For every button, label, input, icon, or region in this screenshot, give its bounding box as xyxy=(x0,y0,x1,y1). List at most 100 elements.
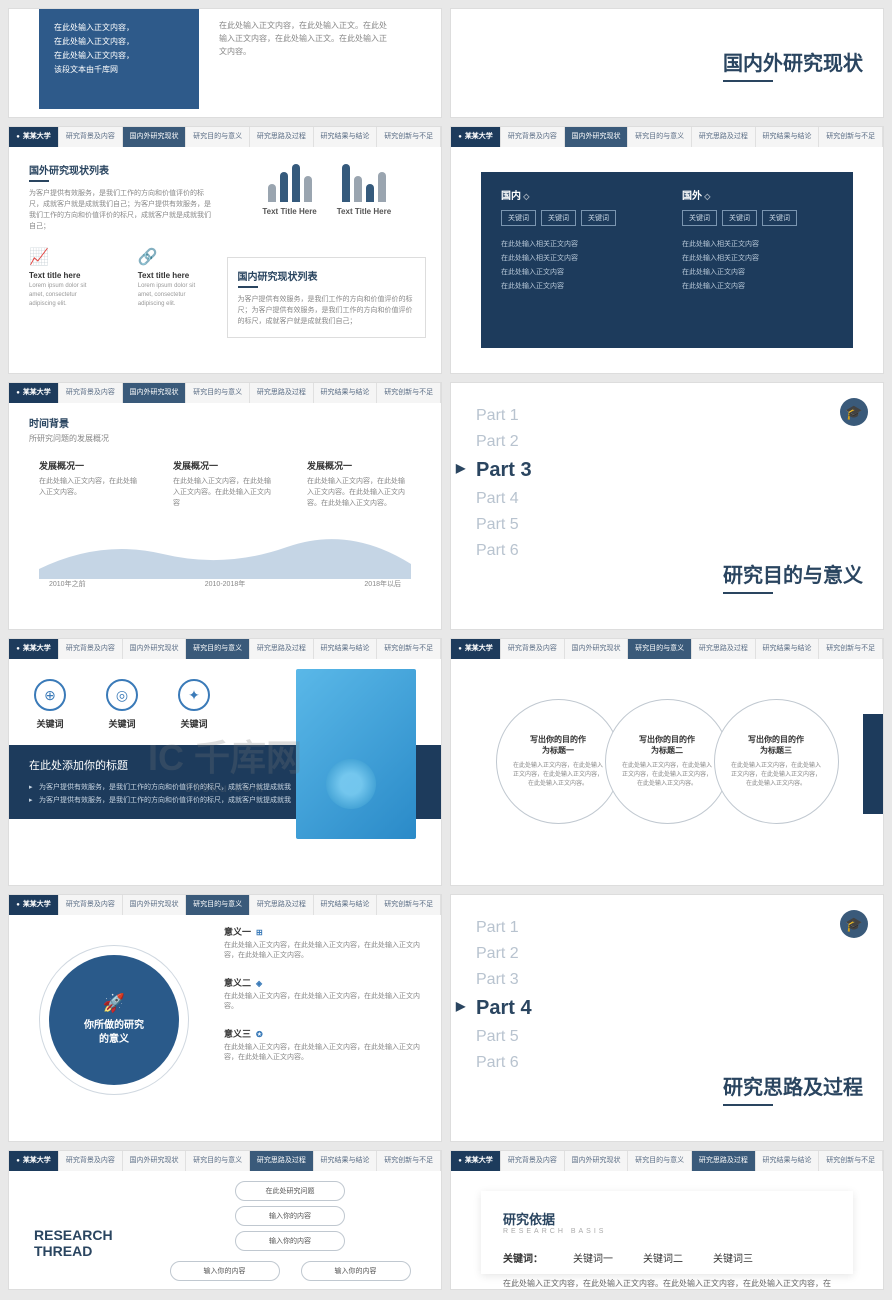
keyword-item: ✦关键词 xyxy=(178,679,210,730)
part-list: Part 1Part 2Part 3Part 4Part 5Part 6 xyxy=(476,915,532,1076)
tab-1[interactable]: 研究背景及内容 xyxy=(59,383,123,403)
tab-0[interactable]: 某某大学 xyxy=(9,895,59,915)
tab-1[interactable]: 研究背景及内容 xyxy=(501,639,565,659)
bar-charts: Text Title HereText Title Here xyxy=(233,162,422,232)
title: 研究依据 xyxy=(503,1209,831,1228)
part-item: Part 4 xyxy=(476,993,532,1024)
tab-5[interactable]: 研究结果与结论 xyxy=(314,383,378,403)
title: 国外研究现状列表 xyxy=(29,162,218,177)
tab-4[interactable]: 研究思路及过程 xyxy=(250,383,314,403)
tab-3[interactable]: 研究目的与意义 xyxy=(628,127,692,147)
tab-1[interactable]: 研究背景及内容 xyxy=(59,639,123,659)
slide-2-section-divider: Part 4 Part 5 Part 6 国内外研究现状 xyxy=(450,8,884,118)
part-list: Part 1Part 2Part 3Part 4Part 5Part 6 xyxy=(476,403,532,564)
tab-5[interactable]: 研究结果与结论 xyxy=(314,1151,378,1171)
part-item: Part 1 xyxy=(476,403,532,429)
big-circle: 🚀 你所做的研究的意义 xyxy=(49,955,179,1085)
tab-5[interactable]: 研究结果与结论 xyxy=(756,1151,820,1171)
tab-0[interactable]: 某某大学 xyxy=(9,639,59,659)
flowchart: 在此处研究问题 输入你的内容 输入你的内容 输入你的内容 输入你的内容 xyxy=(169,1176,411,1286)
subtitle: 所研究问题的发展概况 xyxy=(29,433,421,444)
tab-0[interactable]: 某某大学 xyxy=(9,127,59,147)
tab-1[interactable]: 研究背景及内容 xyxy=(59,127,123,147)
tab-0[interactable]: 某某大学 xyxy=(451,1151,501,1171)
slide-6-section-divider: 🎓 Part 1Part 2Part 3Part 4Part 5Part 6 研… xyxy=(450,382,884,630)
tab-3[interactable]: 研究目的与意义 xyxy=(186,1151,250,1171)
tab-5[interactable]: 研究结果与结论 xyxy=(314,895,378,915)
tab-2[interactable]: 国内外研究现状 xyxy=(123,383,187,403)
tab-4[interactable]: 研究思路及过程 xyxy=(250,895,314,915)
subtitle-en: RESEARCH BASIS xyxy=(503,1228,831,1235)
tab-1[interactable]: 研究背景及内容 xyxy=(501,127,565,147)
tab-1[interactable]: 研究背景及内容 xyxy=(59,895,123,915)
tabs: 某某大学研究背景及内容国内外研究现状研究目的与意义研究思路及过程研究结果与结论研… xyxy=(9,127,441,147)
tab-2[interactable]: 国内外研究现状 xyxy=(565,127,629,147)
tab-3[interactable]: 研究目的与意义 xyxy=(186,895,250,915)
cap-icon: 🎓 xyxy=(840,398,868,426)
tab-3[interactable]: 研究目的与意义 xyxy=(186,127,250,147)
title: 国内研究现状列表 xyxy=(238,268,416,283)
tab-3[interactable]: 研究目的与意义 xyxy=(628,1151,692,1171)
meaning-item: 意义一⊞在此处输入正文内容，在此处输入正文内容，在此处输入正文内容，在此处输入正… xyxy=(224,925,426,961)
tab-2[interactable]: 国内外研究现状 xyxy=(123,1151,187,1171)
kw: 关键词三 xyxy=(713,1250,753,1265)
tab-5[interactable]: 研究结果与结论 xyxy=(314,127,378,147)
tab-4[interactable]: 研究思路及过程 xyxy=(250,639,314,659)
tab-4[interactable]: 研究思路及过程 xyxy=(692,127,756,147)
tab-2[interactable]: 国内外研究现状 xyxy=(123,639,187,659)
tab-6[interactable]: 研究创新与不足 xyxy=(377,1151,441,1171)
section-title: 研究目的与意义 xyxy=(723,559,863,594)
tab-2[interactable]: 国内外研究现状 xyxy=(123,895,187,915)
flow-node: 输入你的内容 xyxy=(170,1261,280,1281)
tab-6[interactable]: 研究创新与不足 xyxy=(377,127,441,147)
slide-7-keywords-title: 某某大学研究背景及内容国内外研究现状研究目的与意义研究思路及过程研究结果与结论研… xyxy=(8,638,442,886)
tab-6[interactable]: 研究创新与不足 xyxy=(377,639,441,659)
tab-2[interactable]: 国内外研究现状 xyxy=(123,127,187,147)
tab-1[interactable]: 研究背景及内容 xyxy=(59,1151,123,1171)
rocket-icon: 🚀 xyxy=(103,993,125,1014)
tab-0[interactable]: 某某大学 xyxy=(451,127,501,147)
tab-2[interactable]: 国内外研究现状 xyxy=(565,639,629,659)
tab-4[interactable]: 研究思路及过程 xyxy=(250,127,314,147)
slide-9-meaning: 某某大学研究背景及内容国内外研究现状研究目的与意义研究思路及过程研究结果与结论研… xyxy=(8,894,442,1142)
part-item: Part 2 xyxy=(476,429,532,455)
line: 在此处输入正文内容， xyxy=(54,49,184,63)
slide-4-keywords: 某某大学研究背景及内容国内外研究现状研究目的与意义研究思路及过程研究结果与结论研… xyxy=(450,126,884,374)
tab-4[interactable]: 研究思路及过程 xyxy=(692,639,756,659)
tab-4[interactable]: 研究思路及过程 xyxy=(250,1151,314,1171)
tab-3[interactable]: 研究目的与意义 xyxy=(186,639,250,659)
tab-0[interactable]: 某某大学 xyxy=(451,639,501,659)
tab-6[interactable]: 研究创新与不足 xyxy=(819,127,883,147)
timeline-col: 发展概况一在此处输入正文内容，在此处输入正文内容。 xyxy=(39,459,143,509)
part-item: Part 2 xyxy=(476,941,532,967)
tab-6[interactable]: 研究创新与不足 xyxy=(377,895,441,915)
flow-node: 输入你的内容 xyxy=(301,1261,411,1281)
tab-6[interactable]: 研究创新与不足 xyxy=(819,1151,883,1171)
tab-5[interactable]: 研究结果与结论 xyxy=(756,639,820,659)
tab-5[interactable]: 研究结果与结论 xyxy=(314,639,378,659)
tab-6[interactable]: 研究创新与不足 xyxy=(377,383,441,403)
kw: 关键词二 xyxy=(643,1250,683,1265)
tab-3[interactable]: 研究目的与意义 xyxy=(628,639,692,659)
line: 在此处输入正文内容， xyxy=(54,21,184,35)
tabs: 某某大学研究背景及内容国内外研究现状研究目的与意义研究思路及过程研究结果与结论研… xyxy=(9,383,441,403)
tab-2[interactable]: 国内外研究现状 xyxy=(565,1151,629,1171)
tab-0[interactable]: 某某大学 xyxy=(9,1151,59,1171)
basis-card: 研究依据 RESEARCH BASIS 关键词： 关键词一 关键词二 关键词三 … xyxy=(481,1191,853,1274)
tabs: 某某大学研究背景及内容国内外研究现状研究目的与意义研究思路及过程研究结果与结论研… xyxy=(451,1151,883,1171)
flow-node: 输入你的内容 xyxy=(235,1231,345,1251)
slide-grid: 在此处输入正文内容， 在此处输入正文内容， 在此处输入正文内容， 该段文本由千库… xyxy=(0,0,892,1298)
tab-5[interactable]: 研究结果与结论 xyxy=(756,127,820,147)
text: 为客户提供有效服务，是我们工作的方向和价值评价的标尺；为客户提供有效服务，是我们… xyxy=(238,294,416,327)
section-title: 国内外研究现状 xyxy=(723,47,863,82)
tab-3[interactable]: 研究目的与意义 xyxy=(186,383,250,403)
tab-1[interactable]: 研究背景及内容 xyxy=(501,1151,565,1171)
text: 在此处输入正文内容，在此处输入正文内容。在此处输入正文内容，在此处输入正文内容，… xyxy=(503,1277,831,1290)
line: 该段文本由千库网 xyxy=(54,63,184,77)
accent-bar xyxy=(863,714,883,814)
kw-label: 关键词： xyxy=(503,1250,543,1265)
tab-6[interactable]: 研究创新与不足 xyxy=(819,639,883,659)
slide-5-timeline: 某某大学研究背景及内容国内外研究现状研究目的与意义研究思路及过程研究结果与结论研… xyxy=(8,382,442,630)
tab-0[interactable]: 某某大学 xyxy=(9,383,59,403)
tab-4[interactable]: 研究思路及过程 xyxy=(692,1151,756,1171)
